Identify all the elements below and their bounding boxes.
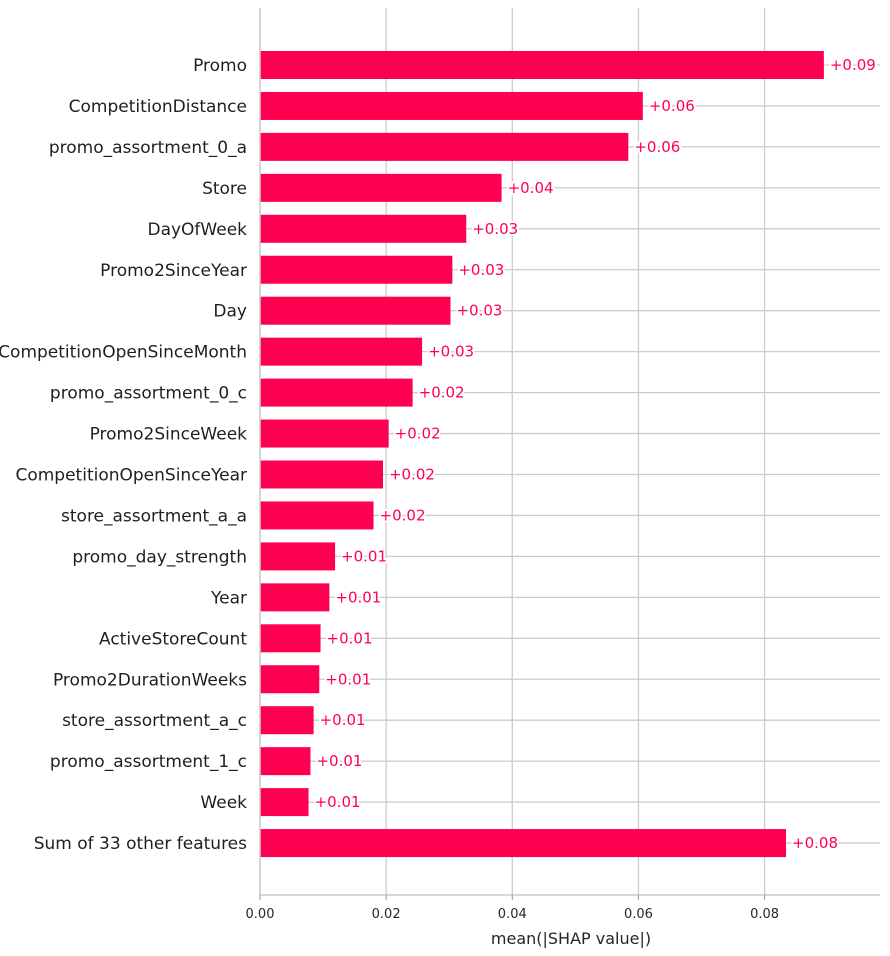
bar-promo2sinceyear [260, 255, 453, 284]
bar-competitiondistance [260, 91, 643, 120]
bar-competitionopensinceyear [260, 460, 383, 489]
value-label: +0.01 [327, 629, 373, 647]
bar-day [260, 296, 451, 325]
bar-promo-assortment-0-c [260, 378, 413, 407]
value-label: +0.01 [316, 752, 362, 770]
value-label: +0.04 [508, 179, 554, 197]
category-label: store_assortment_a_c [62, 711, 247, 731]
category-label: Promo2SinceYear [100, 261, 247, 281]
x-tick-label: 0.08 [750, 907, 779, 922]
bar-store [260, 173, 502, 202]
value-label: +0.06 [634, 138, 680, 156]
bar-store-assortment-a-a [260, 501, 374, 530]
bar-dayofweek [260, 214, 467, 243]
value-label: +0.03 [456, 302, 502, 320]
value-label: +0.01 [315, 793, 361, 811]
x-axis: 0.00 0.02 0.04 0.06 0.08 [246, 8, 880, 922]
value-label: +0.09 [830, 56, 876, 74]
bars [260, 51, 824, 858]
bar-competitionopensincemonth [260, 337, 423, 366]
category-label: Sum of 33 other features [34, 834, 247, 854]
x-tick-label: 0.02 [372, 907, 401, 922]
x-tick-label: 0.00 [246, 907, 275, 922]
bar-promo-assortment-1-c [260, 747, 311, 776]
value-labels: +0.09 +0.06 +0.06 +0.04 +0.03 +0.03 +0.03 +0.03… [313, 54, 878, 854]
value-label: +0.02 [395, 425, 441, 443]
category-label: Week [200, 793, 247, 813]
category-label: store_assortment_a_a [61, 506, 247, 526]
value-label: +0.02 [380, 506, 426, 524]
bar-promo-day-strength [260, 542, 336, 571]
category-label: promo_day_strength [72, 547, 247, 567]
value-label: +0.01 [341, 547, 387, 565]
bar-store-assortment-a-c [260, 706, 314, 735]
category-label: promo_assortment_0_a [49, 138, 247, 158]
category-label: DayOfWeek [147, 220, 247, 240]
value-label: +0.08 [792, 834, 838, 852]
category-label: promo_assortment_0_c [50, 384, 247, 404]
category-label: ActiveStoreCount [99, 629, 247, 649]
x-tick-label: 0.06 [624, 907, 653, 922]
x-tick-label: 0.04 [498, 907, 527, 922]
category-label: CompetitionDistance [69, 97, 247, 117]
category-labels: Promo CompetitionDistance promo_assortment… [0, 56, 247, 854]
category-label: Promo [193, 56, 247, 76]
value-label: +0.01 [335, 588, 381, 606]
category-label: CompetitionOpenSinceMonth [0, 343, 247, 363]
category-label: Promo2SinceWeek [90, 425, 248, 445]
value-label: +0.03 [428, 343, 474, 361]
category-label: Year [210, 588, 247, 608]
value-label: +0.03 [472, 220, 518, 238]
x-axis-label: mean(|SHAP value|) [491, 929, 651, 948]
bar-promo [260, 51, 824, 79]
category-label: Store [202, 179, 247, 199]
bar-promo2durationweeks [260, 665, 320, 694]
bar-sum-of-33-other-features [260, 829, 787, 858]
bar-promo-assortment-0-a [260, 132, 629, 161]
category-label: promo_assortment_1_c [50, 752, 247, 772]
category-label: Promo2DurationWeeks [53, 670, 247, 690]
bar-year [260, 583, 330, 612]
value-label: +0.06 [649, 97, 695, 115]
value-label: +0.01 [320, 711, 366, 729]
value-label: +0.03 [458, 261, 504, 279]
value-label: +0.02 [419, 384, 465, 402]
value-label: +0.02 [389, 466, 435, 484]
value-label: +0.01 [325, 670, 371, 688]
bar-promo2sinceweek [260, 419, 389, 448]
bar-week [260, 788, 309, 817]
category-label: CompetitionOpenSinceYear [15, 466, 247, 486]
bar-activestorecount [260, 624, 321, 653]
category-label: Day [213, 302, 247, 322]
